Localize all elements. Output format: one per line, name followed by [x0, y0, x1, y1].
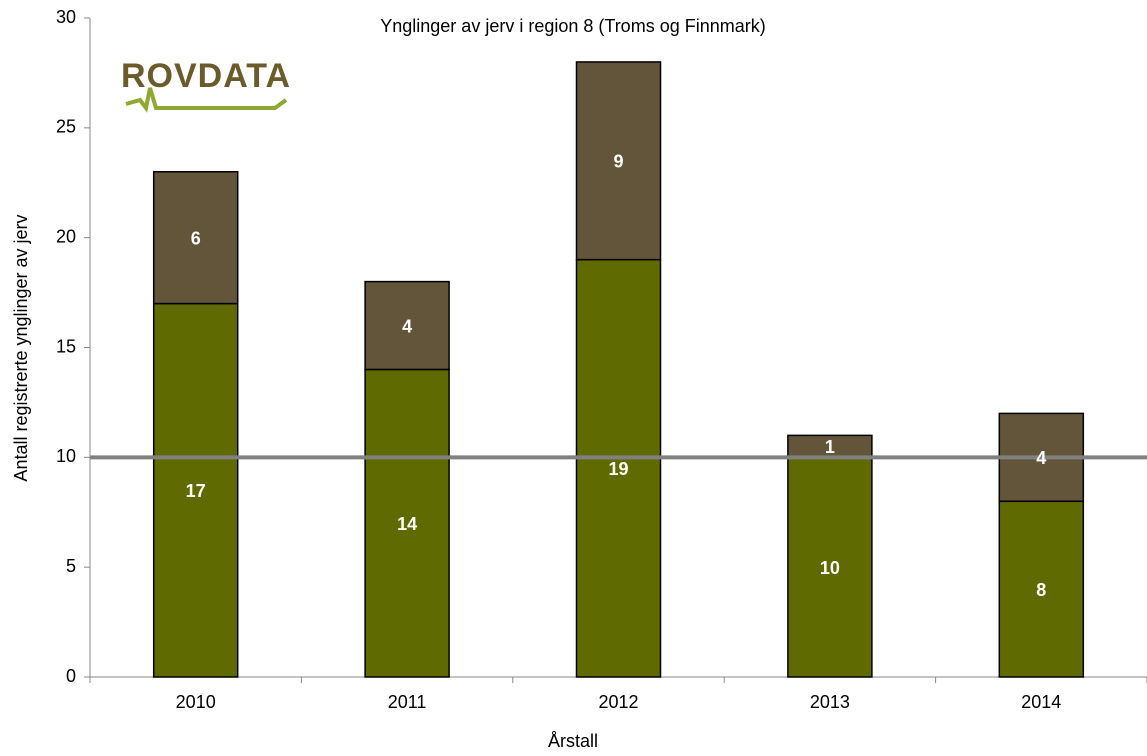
- x-tick-label: 2013: [810, 692, 850, 712]
- y-tick-label: 30: [56, 7, 76, 27]
- y-tick-label: 20: [56, 226, 76, 246]
- logo-text: ROVDATA: [121, 57, 291, 95]
- bar-segment: [575, 258, 662, 678]
- bar-segment: [364, 280, 450, 371]
- bar-segment: [152, 171, 239, 305]
- y-axis-label: Antall registrerte ynglinger av jerv: [11, 214, 31, 481]
- bar-segment: [575, 61, 662, 261]
- y-tick-label: 5: [66, 556, 76, 576]
- data-label: 6: [191, 228, 201, 248]
- y-tick-label: 25: [56, 117, 76, 137]
- chart-title: Ynglinger av jerv i region 8 (Troms og F…: [380, 16, 765, 36]
- bar-segment: [364, 368, 450, 678]
- x-tick-label: 2014: [1021, 692, 1061, 712]
- data-label: 17: [186, 481, 206, 501]
- logo-line: [125, 87, 288, 113]
- y-tick-label: 0: [66, 666, 76, 686]
- data-label: 8: [1036, 580, 1046, 600]
- logo: ROVDATA: [121, 57, 291, 113]
- data-label: 9: [613, 152, 623, 172]
- data-label: 1: [825, 437, 835, 457]
- data-label: 14: [397, 514, 417, 534]
- x-tick-label: 2011: [388, 692, 427, 712]
- x-tick-label: 2012: [598, 692, 638, 712]
- data-label: 4: [402, 316, 412, 336]
- x-tick-label: 2010: [176, 692, 216, 712]
- y-tick-label: 10: [56, 446, 76, 466]
- bar-segment: [998, 500, 1085, 678]
- bar-segment: [152, 302, 239, 678]
- x-axis-label: Årstall: [548, 731, 598, 751]
- data-label: 4: [1036, 448, 1046, 468]
- y-tick-label: 15: [56, 336, 76, 356]
- data-label: 19: [608, 459, 628, 479]
- data-label: 10: [820, 558, 840, 578]
